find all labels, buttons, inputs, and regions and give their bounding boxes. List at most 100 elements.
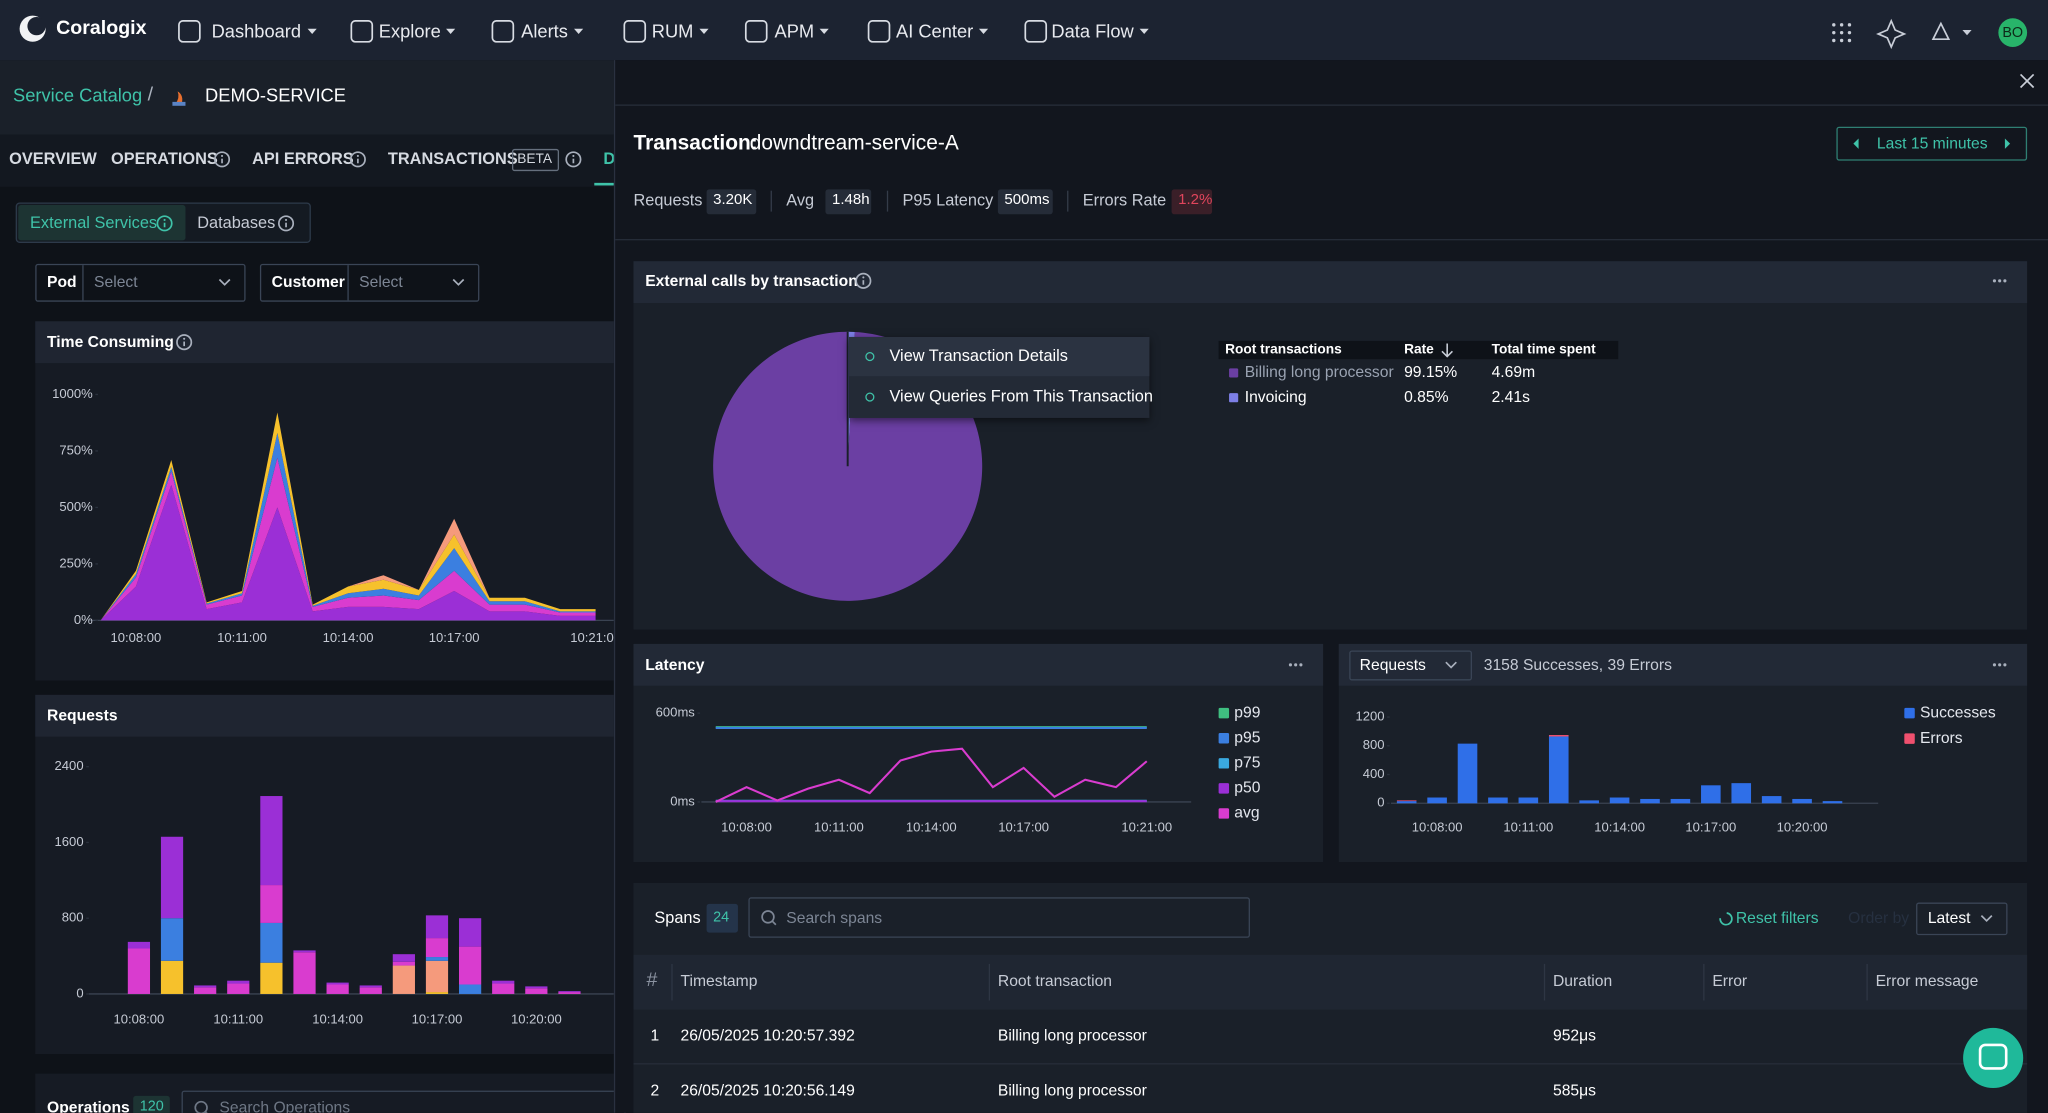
row-total: 4.69m [1491,362,1536,382]
stat-separator [770,190,772,212]
badge: BETA [517,151,553,167]
filter-label: Customer [271,272,345,292]
count-badge [133,1095,170,1113]
search-placeholder: Search spans [786,908,883,928]
nav-item[interactable]: AI Center [895,20,974,42]
stat-chip [706,189,757,215]
stat-value: 1.48h [831,192,870,208]
cell: Billing long processor [997,1081,1147,1100]
divider [615,239,2048,241]
column-header: Error [1712,971,1748,990]
stat-value: 1.2% [1178,192,1213,208]
cell: 2 [650,1081,660,1100]
legend-swatch [1229,367,1239,377]
dropdown-label[interactable]: Requests [1359,655,1426,674]
cell: 585μs [1552,1081,1596,1100]
card-title: Operations [47,1098,130,1113]
column-divider [671,963,673,1001]
time-range[interactable] [1836,126,2028,161]
stat-value: 3.20K [713,192,753,208]
beta-badge [511,148,560,172]
filter-divider [347,265,349,301]
cell: 1 [650,1026,660,1045]
cell: 26/05/2025 10:20:56.149 [680,1081,855,1100]
card [35,1073,614,1113]
breadcrumb-link[interactable]: Service Catalog [13,84,143,106]
divider [615,104,2048,106]
nav-item[interactable]: Explore [378,20,441,42]
panel-title: downdtream-service-A [749,132,959,155]
column-divider [1703,963,1705,1001]
count: 120 [139,1098,164,1113]
filter-placeholder: Select [359,272,403,292]
column-header: Rate [1404,341,1434,358]
stat-separator [1067,190,1069,212]
tab[interactable]: D [603,149,616,168]
card-header [633,643,1324,686]
stat-label: Avg [786,191,815,210]
column-divider [1543,963,1546,1001]
time-range-label[interactable]: Last 15 minutes [1876,134,1988,153]
top-nav [0,0,2048,61]
row-rate: 0.85% [1404,387,1449,406]
row-name: Billing long processor [1244,362,1394,382]
filter-customer[interactable] [259,263,480,302]
summary: 3158 Successes, 39 Errors [1483,655,1672,674]
breadcrumb-bar [0,60,614,135]
stat-label: Errors Rate [1082,191,1167,210]
column-divider [988,963,991,1001]
row-total: 2.41s [1491,387,1530,406]
column-header: Total time spent [1491,341,1596,358]
cell: Billing long processor [997,1026,1147,1045]
column-header: Duration [1552,971,1613,990]
tab[interactable]: OPERATIONS [111,149,218,168]
dropdown[interactable] [1349,650,1472,681]
column-header: Root transactions [1225,341,1342,358]
subtab[interactable]: External Services [30,213,158,232]
filter-pod[interactable] [35,263,246,302]
breadcrumb-separator: / [147,83,154,106]
cell: 26/05/2025 10:20:57.392 [680,1026,855,1045]
filter-divider [82,265,84,301]
card-title: Spans [654,908,701,927]
column-header: # [646,969,658,992]
card [35,321,614,681]
dropdown-label[interactable]: Latest [1927,908,1971,928]
legend-swatch [1229,392,1239,402]
table-header [633,954,2028,1010]
column-header: Root transaction [997,971,1113,990]
dropdown[interactable] [1916,902,2008,936]
card-title: Requests [47,706,118,725]
card-title: Latency [645,655,705,674]
stat-chip [997,189,1053,215]
tab-bar [0,134,614,187]
nav-item[interactable]: Data Flow [1051,20,1134,42]
tab[interactable]: OVERVIEW [9,149,97,168]
menu-item[interactable]: View Transaction Details [889,346,1068,366]
filter-label: Pod [47,272,77,292]
column-header: Error message [1875,971,1979,990]
row-rate: 99.15% [1404,362,1458,382]
nav-item[interactable]: RUM [651,20,694,42]
nav-item[interactable]: Alerts [521,20,568,42]
card [633,261,2028,630]
stat-chip [825,189,872,215]
nav-item[interactable]: APM [774,20,815,42]
tab-underline [594,182,614,186]
subtab[interactable]: Databases [197,213,276,232]
tab[interactable]: API ERRORS [252,149,354,168]
row-divider [633,1063,2028,1065]
count: 24 [713,909,730,926]
nav-item[interactable]: Dashboard [211,20,302,42]
stat-label: Requests [633,191,703,210]
reset-filters[interactable]: Reset filters [1735,908,1819,928]
tab[interactable]: TRANSACTIONS [387,149,518,168]
menu-item-hover[interactable] [848,336,1150,377]
card [35,694,614,1055]
search-box[interactable] [748,897,1250,938]
card-header [35,321,614,364]
menu-item[interactable]: View Queries From This Transaction [889,387,1153,406]
card-title: External calls by transaction [645,271,858,290]
stat-value: 500ms [1004,192,1050,208]
